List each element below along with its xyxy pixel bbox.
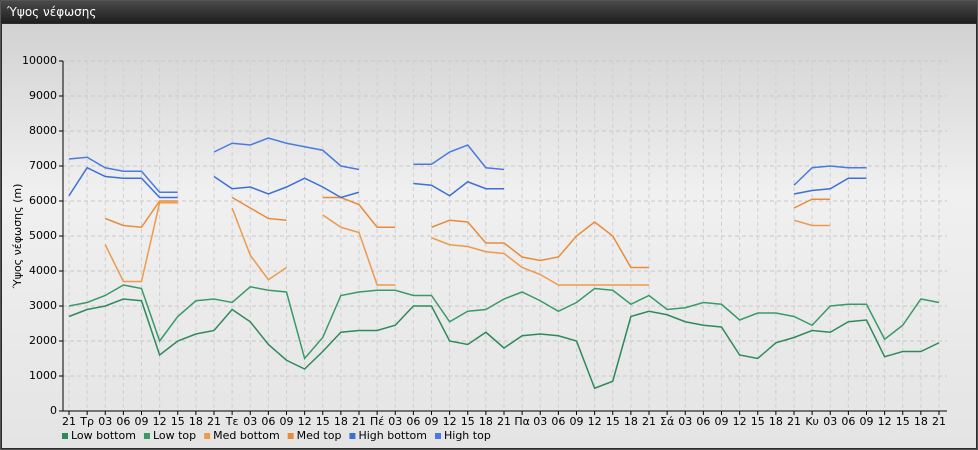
x-tick-label: 03	[678, 415, 692, 428]
legend-swatch	[435, 433, 441, 439]
x-tick-label: 15	[461, 415, 475, 428]
x-tick-label: 09	[715, 415, 729, 428]
x-tick-label: 12	[153, 415, 167, 428]
y-tick-label: 6000	[29, 194, 57, 207]
x-tick-label: 18	[769, 415, 783, 428]
x-tick-label: 18	[479, 415, 493, 428]
y-tick-label: 7000	[29, 159, 57, 172]
y-tick-label: 0	[50, 404, 57, 417]
y-tick-label: 2000	[29, 334, 57, 347]
x-tick-label: Τρ	[79, 415, 94, 428]
x-tick-label: 03	[98, 415, 112, 428]
x-tick-label: 06	[551, 415, 565, 428]
x-tick-label: 12	[298, 415, 312, 428]
legend-swatch	[62, 433, 68, 439]
x-tick-label: 15	[606, 415, 620, 428]
x-tick-label: 18	[624, 415, 638, 428]
x-tick-label: 12	[443, 415, 457, 428]
y-tick-label: 1000	[29, 369, 57, 382]
y-axis-label: Ύψος νέφωσης (m)	[11, 184, 24, 290]
y-tick-label: 3000	[29, 299, 57, 312]
legend-swatch	[349, 433, 356, 439]
legend-swatch	[287, 433, 294, 439]
x-tick-label: 12	[733, 415, 747, 428]
legend-label: Low top	[153, 429, 196, 442]
x-tick-label: Τε	[225, 415, 239, 428]
x-tick-label: Κυ	[805, 415, 819, 428]
legend-label: Med bottom	[213, 429, 280, 442]
series-line	[68, 137, 867, 193]
x-tick-label: 18	[914, 415, 928, 428]
x-tick-label: 03	[388, 415, 402, 428]
legend-label: High bottom	[358, 429, 427, 442]
series-line	[104, 202, 831, 286]
x-tick-label: 06	[696, 415, 710, 428]
x-tick-label: 21	[787, 415, 801, 428]
x-tick-label: 21	[497, 415, 511, 428]
legend-label: Low bottom	[71, 429, 136, 442]
x-tick-label: 03	[533, 415, 547, 428]
legend-swatch	[204, 433, 211, 439]
legend-label: High top	[444, 429, 491, 442]
x-tick-label: 12	[588, 415, 602, 428]
x-tick-label: 06	[406, 415, 420, 428]
chart-panel: Ύψος νέφωσης (m) 0 1000 2000 3000 4000 5000 600…	[2, 24, 976, 448]
y-tick-label: 10000	[22, 54, 57, 67]
y-tick-label: 8000	[29, 124, 57, 137]
x-tick-label: 06	[116, 415, 130, 428]
x-tick-label: 18	[189, 415, 203, 428]
x-tick-label: Πέ	[370, 415, 384, 428]
series-line	[68, 298, 940, 390]
y-tick-label: 4000	[29, 264, 57, 277]
x-tick-label: 09	[425, 415, 439, 428]
y-tick-label: 5000	[29, 229, 57, 242]
y-tick-label: 9000	[29, 89, 57, 102]
x-tick-label: 12	[878, 415, 892, 428]
x-tick-label: Πα	[514, 415, 530, 428]
x-tick-label: 21	[642, 415, 656, 428]
x-tick-label: 21	[352, 415, 366, 428]
series-line	[104, 196, 831, 269]
x-tick-label: 15	[896, 415, 910, 428]
x-tick-label: 09	[860, 415, 874, 428]
x-tick-label: 09	[280, 415, 294, 428]
x-tick-label: 03	[823, 415, 837, 428]
x-tick-label: 21	[207, 415, 221, 428]
x-tick-label: 15	[751, 415, 765, 428]
x-tick-label: 06	[261, 415, 275, 428]
x-tick-label: 18	[334, 415, 348, 428]
x-tick-label: 03	[243, 415, 257, 428]
series-line	[68, 166, 867, 199]
legend-swatch	[143, 433, 150, 439]
chart: Ύψος νέφωσης (m) 0 1000 2000 3000 4000 5000 600…	[11, 54, 947, 442]
legend-label: Med top	[297, 429, 342, 442]
window-title: Ύψος νέφωσης	[1, 1, 977, 23]
x-tick-label: 09	[135, 415, 149, 428]
x-tick-label: 09	[570, 415, 584, 428]
x-tick-label: 06	[841, 415, 855, 428]
x-tick-label: 15	[171, 415, 185, 428]
x-tick-label: Σά	[660, 415, 674, 428]
series-line	[68, 284, 940, 361]
x-tick-label: 15	[316, 415, 330, 428]
x-tick-label: 21	[62, 415, 76, 428]
x-tick-label: 21	[932, 415, 946, 428]
